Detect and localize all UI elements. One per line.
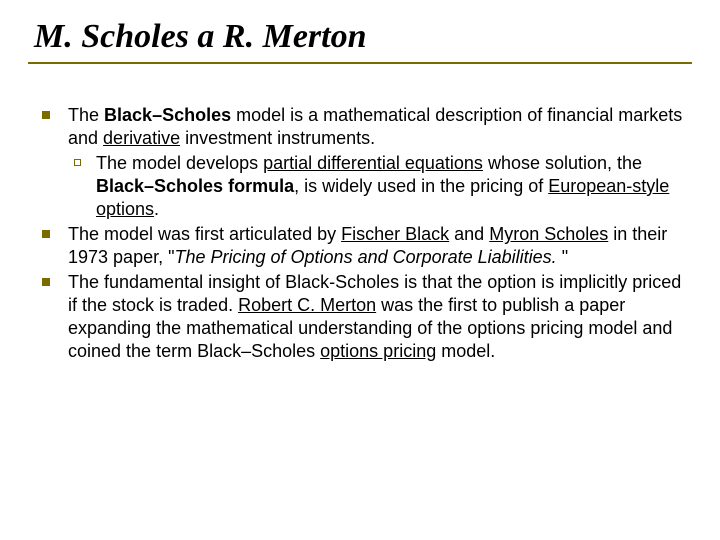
slide-body: The Black–Scholes model is a mathematica… xyxy=(28,104,692,363)
sub-list-item: The model develops partial differential … xyxy=(68,152,688,221)
list-item: The Black–Scholes model is a mathematica… xyxy=(38,104,688,221)
list-item: The fundamental insight of Black-Scholes… xyxy=(38,271,688,363)
list-item: The model was first articulated by Fisch… xyxy=(38,223,688,269)
sub-list: The model develops partial differential … xyxy=(68,152,688,221)
slide: M. Scholes a R. Merton The Black–Scholes… xyxy=(0,0,720,540)
title-rule: M. Scholes a R. Merton xyxy=(28,18,692,64)
bullet-list: The Black–Scholes model is a mathematica… xyxy=(38,104,688,363)
slide-title: M. Scholes a R. Merton xyxy=(28,18,692,56)
